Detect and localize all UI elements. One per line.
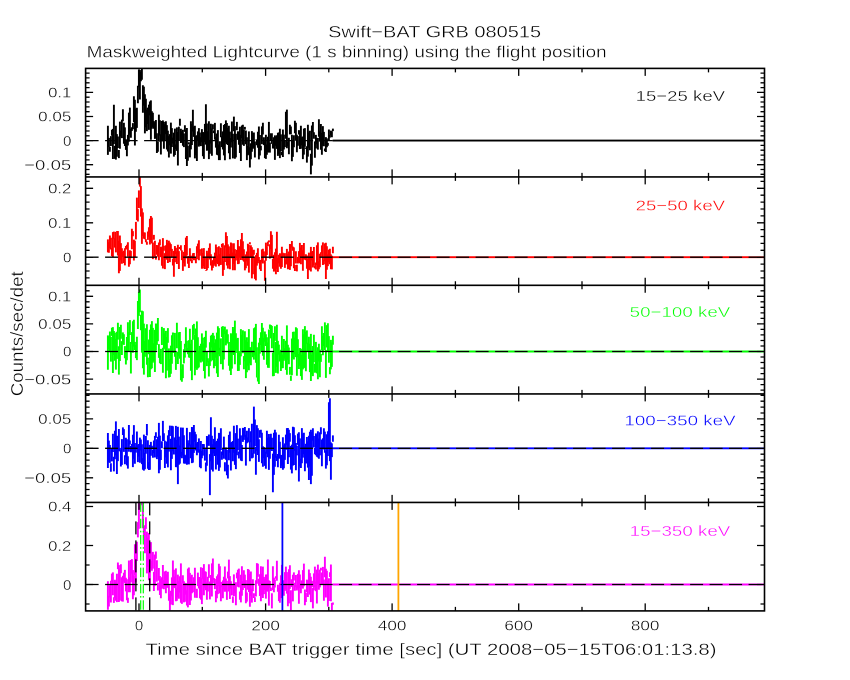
svg-text:0: 0 xyxy=(135,618,143,635)
svg-text:800: 800 xyxy=(631,618,660,635)
svg-text:400: 400 xyxy=(378,618,407,635)
svg-text:0: 0 xyxy=(63,133,71,150)
svg-text:Swift−BAT GRB 080515: Swift−BAT GRB 080515 xyxy=(328,23,541,42)
svg-text:0.1: 0.1 xyxy=(48,215,71,232)
svg-text:15−25 keV: 15−25 keV xyxy=(636,88,726,105)
svg-text:100−350 keV: 100−350 keV xyxy=(624,413,735,430)
svg-text:0.1: 0.1 xyxy=(48,289,71,306)
svg-text:0.2: 0.2 xyxy=(48,181,71,198)
svg-text:0.2: 0.2 xyxy=(48,538,71,555)
svg-text:−0.05: −0.05 xyxy=(24,371,71,388)
svg-text:0: 0 xyxy=(63,577,71,594)
svg-text:0.05: 0.05 xyxy=(38,411,71,428)
svg-text:0: 0 xyxy=(63,441,71,458)
svg-text:0.05: 0.05 xyxy=(38,316,71,333)
svg-text:50−100 keV: 50−100 keV xyxy=(630,304,731,321)
svg-text:0: 0 xyxy=(63,249,71,266)
svg-text:−0.05: −0.05 xyxy=(24,470,71,487)
svg-text:0: 0 xyxy=(63,344,71,361)
svg-text:600: 600 xyxy=(504,618,533,635)
svg-text:200: 200 xyxy=(251,618,280,635)
svg-text:0.4: 0.4 xyxy=(48,499,71,516)
svg-text:0.05: 0.05 xyxy=(38,109,71,126)
svg-text:25−50 keV: 25−50 keV xyxy=(636,197,726,214)
svg-text:0.1: 0.1 xyxy=(48,85,71,102)
svg-text:Counts/sec/det: Counts/sec/det xyxy=(7,271,27,396)
svg-text:−0.05: −0.05 xyxy=(24,157,71,174)
svg-text:Maskweighted Lightcurve (1 s b: Maskweighted Lightcurve (1 s binning) us… xyxy=(87,44,607,62)
svg-text:Time since BAT trigger time [s: Time since BAT trigger time [sec] (UT 20… xyxy=(146,640,717,659)
svg-text:15−350 keV: 15−350 keV xyxy=(630,523,731,540)
